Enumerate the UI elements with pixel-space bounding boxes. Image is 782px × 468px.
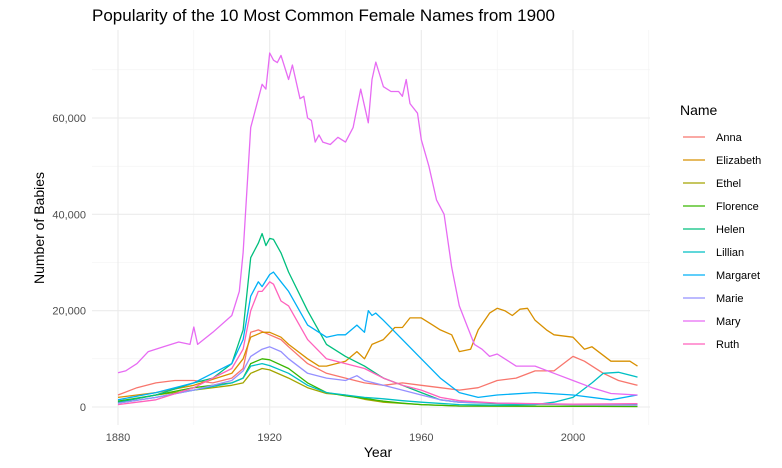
series-lines (117, 52, 638, 408)
legend-label-ethel: Ethel (716, 178, 741, 190)
legend: Name Anna Elizabeth Ethel Florence Helen Lill… (680, 102, 761, 351)
y-tick-label: 40,000 (52, 209, 86, 221)
y-tick-label: 0 (80, 402, 86, 414)
series-line-ruth (117, 281, 638, 406)
x-tick-label: 1920 (257, 432, 281, 444)
y-tick-label: 60,000 (52, 113, 86, 125)
x-tick-label: 2000 (561, 432, 585, 444)
legend-label-margaret: Margaret (716, 270, 760, 282)
series-line-anna (117, 329, 638, 396)
x-tick-label: 1960 (409, 432, 433, 444)
legend-label-mary: Mary (716, 316, 741, 328)
x-axis-label: Year (364, 444, 393, 460)
legend-label-anna: Anna (716, 132, 743, 144)
series-line-marie (117, 346, 638, 406)
legend-title: Name (680, 102, 718, 118)
chart-title: Popularity of the 10 Most Common Female … (92, 6, 555, 25)
series-line-elizabeth (117, 307, 638, 399)
series-line-lillian (117, 362, 638, 406)
series-line-mary (117, 52, 638, 396)
legend-label-florence: Florence (716, 201, 759, 213)
tick-labels: 1880 1920 1960 2000 0 20,000 40,000 60,000 (52, 113, 585, 444)
x-tick-label: 1880 (106, 432, 130, 444)
legend-label-elizabeth: Elizabeth (716, 155, 761, 167)
series-line-helen (117, 232, 638, 406)
legend-label-marie: Marie (716, 293, 744, 305)
y-tick-label: 20,000 (52, 306, 86, 318)
legend-label-helen: Helen (716, 224, 745, 236)
legend-label-ruth: Ruth (716, 339, 739, 351)
legend-label-lillian: Lillian (716, 247, 744, 259)
y-axis-label: Number of Babies (31, 172, 47, 284)
series-line-margaret (117, 271, 638, 401)
